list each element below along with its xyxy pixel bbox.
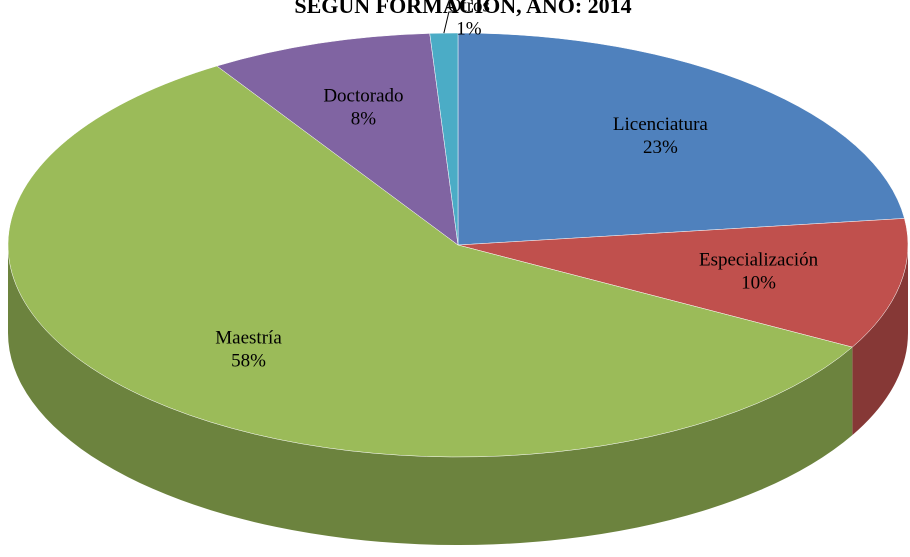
data-label-name: Especialización (699, 249, 819, 270)
pie-side (8, 245, 853, 545)
data-label-value: 10% (741, 272, 776, 293)
pie-slice (457, 218, 909, 348)
data-label-name: Doctorado (323, 85, 403, 106)
chart-title: SEGÚN FORMACIÓN, AÑO: 2014 (294, 0, 631, 18)
data-label-name: Maestría (215, 327, 282, 348)
data-label-value: 8% (351, 108, 377, 129)
data-label-name: Otros (448, 0, 490, 16)
data-label-value: 23% (643, 137, 678, 158)
data-label-value: 1% (456, 18, 482, 39)
data-label-value: 58% (231, 350, 266, 371)
pie-slice (7, 65, 853, 458)
pie-side (852, 245, 908, 436)
pie-slice (216, 33, 459, 246)
pie-slice (457, 32, 905, 246)
data-label-name: Licenciatura (613, 114, 709, 135)
leader-line (443, 11, 456, 34)
pie-slice (429, 32, 459, 246)
